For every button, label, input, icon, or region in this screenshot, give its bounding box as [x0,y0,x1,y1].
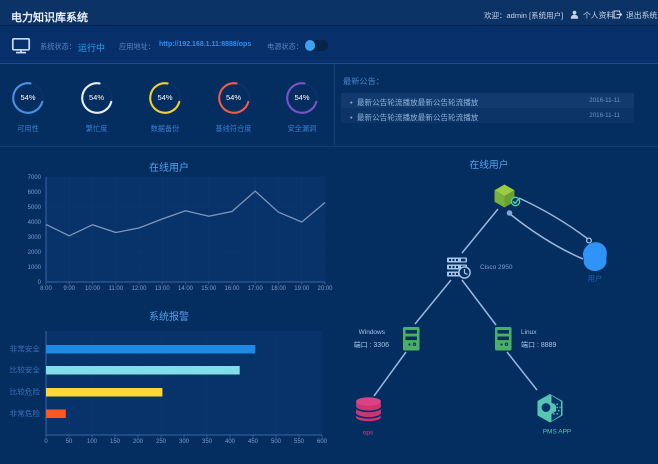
svg-text:550: 550 [294,439,305,445]
svg-text:14:00: 14:00 [178,286,194,292]
svg-text:3000: 3000 [28,235,42,241]
svg-text:200: 200 [133,439,144,445]
svg-text:8:00: 8:00 [40,286,52,292]
svg-text:50: 50 [66,439,73,445]
svg-text:4000: 4000 [28,220,42,226]
svg-text:端口 : 3306: 端口 : 3306 [354,340,390,349]
svg-text:端口 : 8889: 端口 : 8889 [521,340,557,349]
svg-text:Linux: Linux [521,329,537,336]
svg-text:9:00: 9:00 [63,286,75,292]
svg-text:PMS APP: PMS APP [543,429,572,436]
svg-text:Windows: Windows [359,329,386,336]
svg-text:12:00: 12:00 [131,286,147,292]
svg-text:10:00: 10:00 [85,286,101,292]
svg-text:7000: 7000 [28,175,42,181]
svg-text:300: 300 [179,439,190,445]
svg-text:11:00: 11:00 [109,286,124,292]
svg-text:0: 0 [38,280,42,286]
svg-text:Cisco 2950: Cisco 2950 [480,264,513,271]
svg-text:5000: 5000 [28,205,42,211]
svg-text:600: 600 [317,439,328,445]
svg-text:500: 500 [271,439,282,445]
svg-text:18:00: 18:00 [271,286,287,292]
svg-text:350: 350 [202,439,213,445]
svg-text:0: 0 [44,439,48,445]
svg-text:250: 250 [156,439,167,445]
svg-text:400: 400 [225,439,236,445]
svg-text:用户: 用户 [588,274,602,283]
svg-text:1000: 1000 [28,265,42,271]
svg-text:6000: 6000 [28,190,42,196]
svg-text:ops: ops [363,430,374,437]
svg-text:2000: 2000 [28,250,42,256]
svg-text:15:00: 15:00 [201,286,217,292]
svg-text:19:00: 19:00 [294,286,310,292]
svg-text:16:00: 16:00 [224,286,240,292]
svg-text:比较危险: 比较危险 [10,386,41,396]
svg-text:100: 100 [87,439,98,445]
svg-text:17:00: 17:00 [248,286,264,292]
svg-text:150: 150 [110,439,121,445]
svg-text:非常危险: 非常危险 [10,408,41,418]
svg-text:非常安全: 非常安全 [10,343,41,353]
svg-text:450: 450 [248,439,259,445]
svg-text:比较安全: 比较安全 [10,364,41,374]
svg-text:20:00: 20:00 [317,286,333,292]
svg-text:13:00: 13:00 [155,286,171,292]
